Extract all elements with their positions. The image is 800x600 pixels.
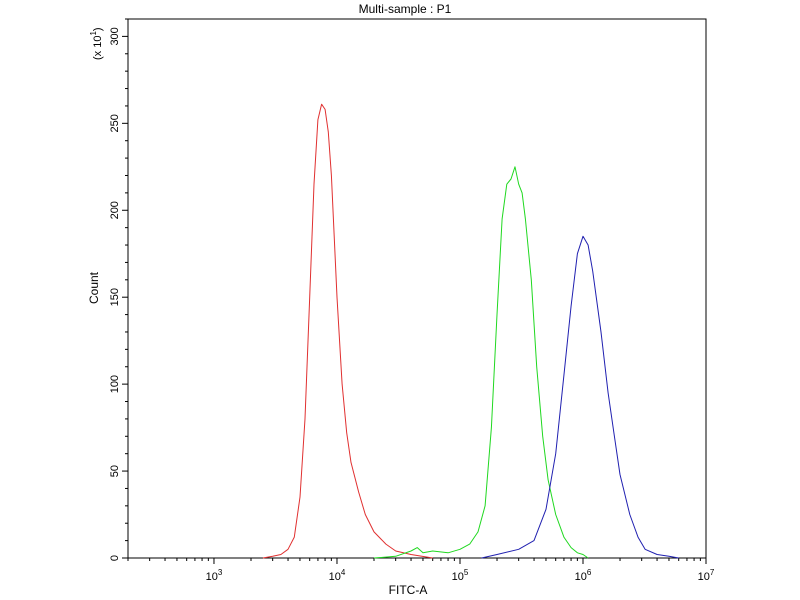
y-tick-label-group: 100 [109,375,121,393]
y-tick-label-group: 50 [109,465,121,477]
y-tick-label: 0 [109,555,121,561]
y-tick-label: 100 [109,375,121,393]
x-axis-label: FITC-A [389,583,428,597]
histogram-series-3 [481,235,679,559]
y-axis-multiplier: (x 101) [89,27,104,60]
y-axis: 0 50 100 150 200 250 300 [109,18,128,561]
y-tick-label-group: 200 [109,201,121,219]
histogram-series-2 [373,166,589,559]
x-tick-label: 105 [452,568,469,583]
x-tick-label: 104 [329,568,346,583]
x-tick-label: 107 [698,568,715,583]
y-tick-label-group: 250 [109,114,121,132]
y-axis-label: Count [87,271,101,304]
y-tick-label: 250 [109,114,121,132]
y-tick-label: 150 [109,288,121,306]
x-tick-label: 106 [575,568,592,583]
y-tick-label-group: 150 [109,288,121,306]
series-layer [262,103,679,559]
y-tick-label-group: 0 [109,555,121,561]
chart-title: Multi-sample : P1 [359,2,452,16]
x-axis: 103 104 105 106 107 [127,558,715,583]
svg-text:(x 101): (x 101) [89,27,104,60]
plot-frame [127,18,707,559]
y-tick-label: 200 [109,201,121,219]
y-tick-label: 50 [109,465,121,477]
histogram-series-1 [262,103,433,559]
y-tick-label-group: 300 [109,27,121,45]
y-tick-label: 300 [109,27,121,45]
x-tick-label: 103 [206,568,223,583]
